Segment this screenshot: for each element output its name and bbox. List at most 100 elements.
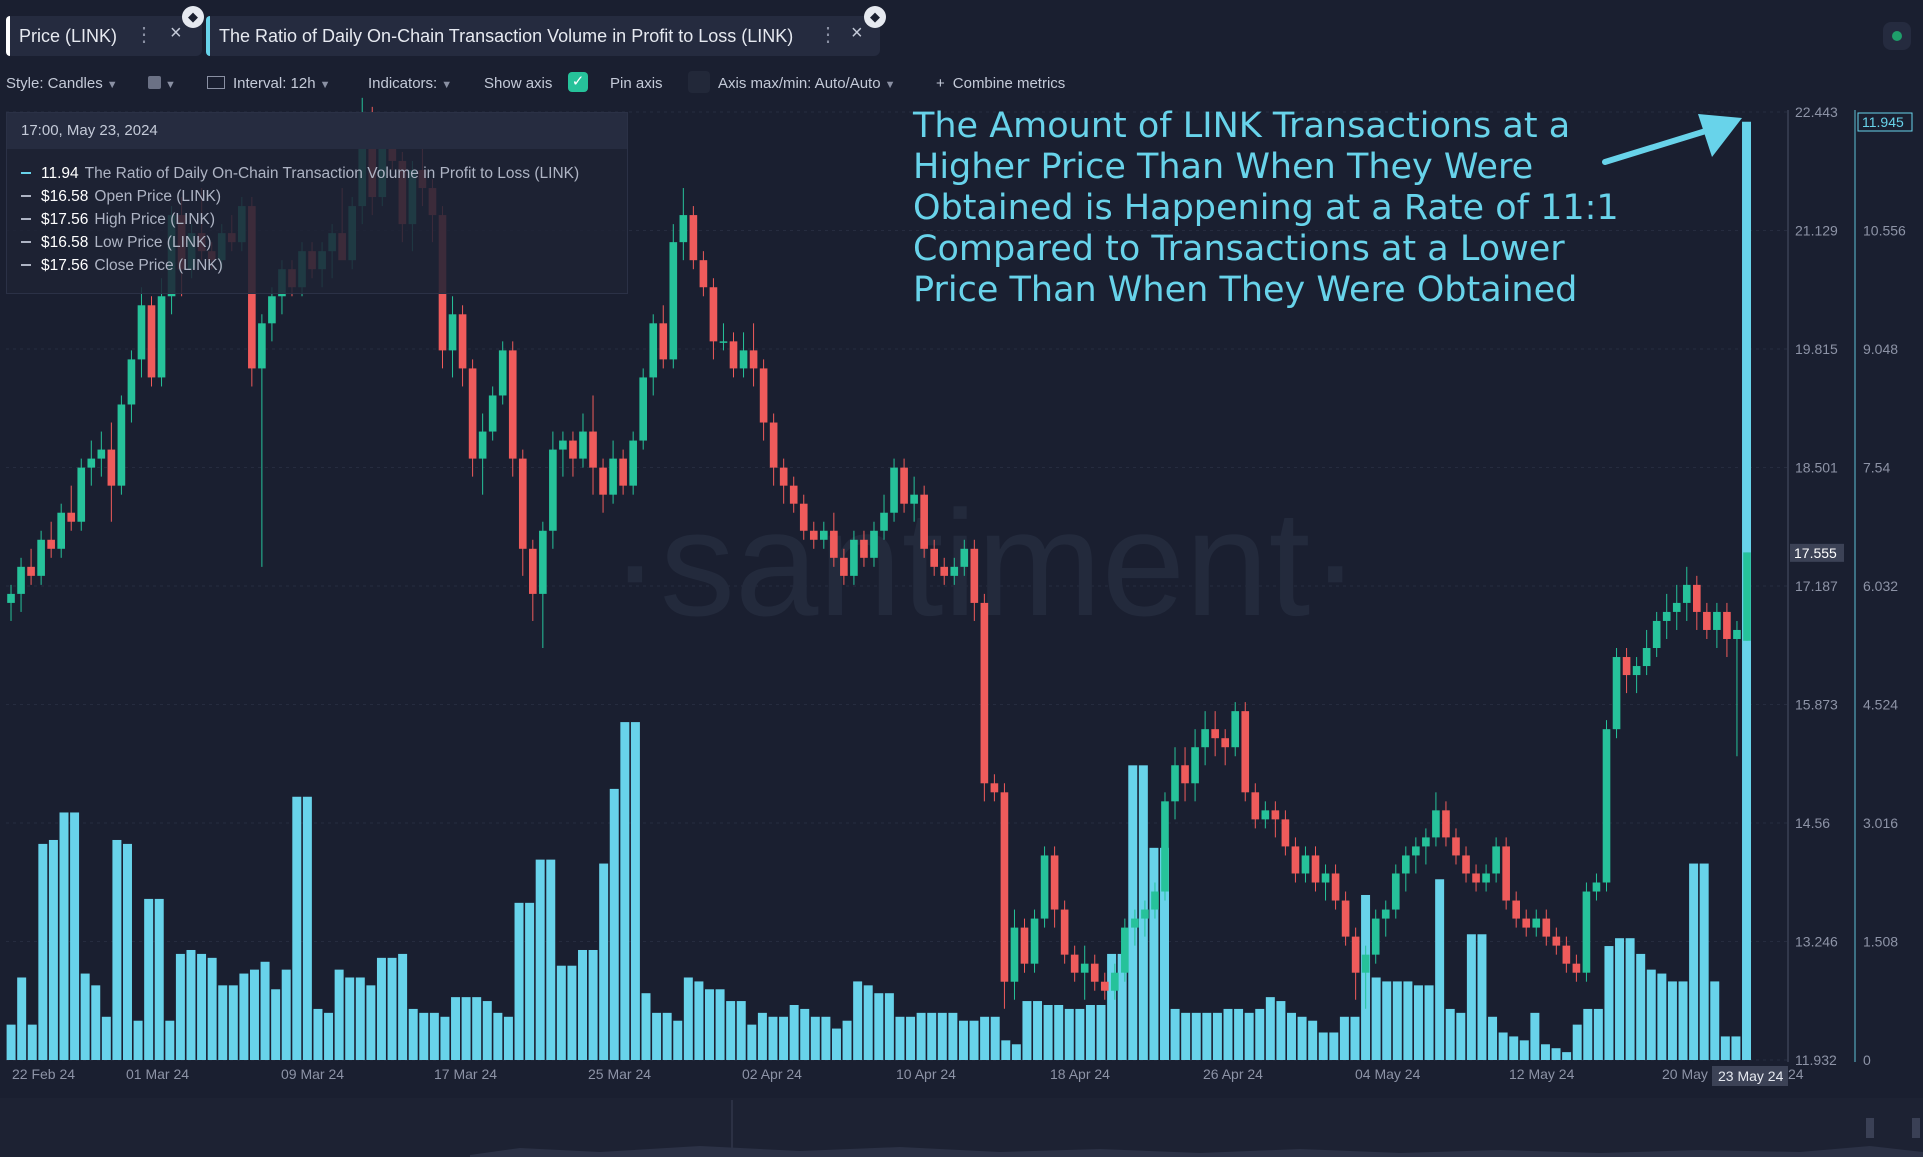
tooltip-value: $17.56 bbox=[41, 211, 89, 228]
tooltip-row-ratio: 11.94 The Ratio of Daily On-Chain Transac… bbox=[21, 165, 579, 183]
candle-body bbox=[759, 368, 768, 423]
candle-body bbox=[850, 539, 858, 576]
candle-body bbox=[1432, 810, 1440, 838]
candle-body bbox=[890, 467, 898, 513]
status-dot-icon bbox=[1892, 31, 1902, 41]
tab-close-icon[interactable]: × bbox=[170, 22, 182, 44]
tooltip-metric-name: High Price (LINK) bbox=[94, 211, 216, 228]
x-axis-tick: 25 Mar 24 bbox=[588, 1066, 651, 1082]
candle-body bbox=[488, 395, 497, 432]
ratio-bar bbox=[927, 1012, 937, 1060]
ratio-bar bbox=[1011, 1044, 1021, 1060]
x-axis-tick: 04 May 24 bbox=[1355, 1066, 1421, 1082]
ratio-bar bbox=[1604, 946, 1614, 1060]
arrow-annotation bbox=[1602, 114, 1742, 165]
candle-body bbox=[1632, 666, 1641, 676]
tab-menu-icon[interactable]: ⋮ bbox=[818, 24, 838, 46]
current-price-badge bbox=[1790, 543, 1844, 562]
candle-body bbox=[960, 548, 969, 567]
price-axis-tick: 21.129 bbox=[1795, 223, 1838, 239]
combine-metrics-button[interactable]: + Combine metrics bbox=[936, 75, 1065, 92]
candle-body bbox=[549, 449, 557, 531]
candle-body bbox=[1552, 936, 1561, 946]
ratio-bar bbox=[1519, 1040, 1529, 1060]
ratio-bar bbox=[249, 969, 259, 1060]
interval-dropdown[interactable]: Interval: 12h ▼ bbox=[207, 75, 330, 92]
ratio-bar bbox=[1350, 1016, 1360, 1060]
ratio-bar bbox=[1403, 981, 1413, 1060]
ratio-bar bbox=[101, 1016, 111, 1060]
color-dropdown[interactable]: ▼ bbox=[148, 75, 176, 92]
annotation-line: Compared to Transactions at a Lower bbox=[913, 229, 1565, 269]
ratio-bar bbox=[1096, 1004, 1106, 1060]
ratio-bar bbox=[1593, 1008, 1603, 1060]
tab-price-link[interactable]: Price (LINK) ⋮ × ◆ bbox=[6, 6, 204, 56]
ratio-bar bbox=[6, 1024, 16, 1060]
ratio-bar bbox=[567, 965, 577, 1060]
candle-body bbox=[1040, 855, 1049, 919]
indicators-dropdown[interactable]: Indicators: ▼ bbox=[368, 75, 452, 92]
tab-menu-icon[interactable]: ⋮ bbox=[134, 24, 154, 46]
ratio-bar bbox=[831, 1028, 841, 1060]
x-highlight-badge bbox=[1712, 1066, 1788, 1086]
tooltip-row-open: $16.58 Open Price (LINK) bbox=[21, 188, 221, 206]
ratio-bar bbox=[1223, 1008, 1233, 1060]
candle-body bbox=[37, 539, 45, 576]
ratio-bar bbox=[1562, 1052, 1572, 1060]
ratio-bar bbox=[1297, 1016, 1307, 1060]
interval-label: Interval: 12h bbox=[233, 75, 316, 92]
candle-body bbox=[127, 359, 136, 405]
tab-close-icon[interactable]: × bbox=[851, 22, 863, 44]
candle-body bbox=[629, 440, 637, 486]
candle-body bbox=[579, 431, 587, 459]
candle-body bbox=[1361, 954, 1370, 973]
ratio-axis-tick: 10.556 bbox=[1863, 223, 1906, 239]
ratio-bar bbox=[884, 993, 894, 1060]
candle-body bbox=[1502, 846, 1510, 901]
navigator[interactable] bbox=[0, 1098, 1923, 1157]
ratio-bar bbox=[461, 997, 471, 1060]
candle-body bbox=[1261, 810, 1270, 820]
ratio-bar bbox=[1445, 1008, 1455, 1060]
ratio-bar bbox=[1001, 1040, 1011, 1060]
ratio-bar bbox=[503, 1016, 513, 1060]
ratio-bar bbox=[1255, 1008, 1265, 1060]
ratio-bar bbox=[324, 1012, 334, 1060]
ratio-bar bbox=[228, 985, 238, 1060]
ratio-bar bbox=[123, 843, 132, 1060]
candle-body bbox=[1131, 918, 1139, 928]
candle-body bbox=[870, 530, 878, 558]
ratio-bar bbox=[1667, 981, 1677, 1060]
style-dropdown[interactable]: Style: Candles ▼ bbox=[6, 75, 118, 92]
ratio-bar bbox=[525, 902, 535, 1060]
axis-minmax-dropdown[interactable]: Axis max/min: Auto/Auto ▼ bbox=[718, 75, 895, 92]
ratio-bar bbox=[207, 957, 217, 1060]
ratio-bar bbox=[144, 898, 154, 1060]
ratio-bar bbox=[1054, 1004, 1064, 1060]
ratio-bar bbox=[1498, 1032, 1508, 1060]
ratio-bar bbox=[419, 1012, 429, 1060]
pin-axis-checkbox[interactable] bbox=[688, 71, 710, 93]
y-axes: 22.443 21.129 10.556 19.815 9.048 18.501 7.54 1… bbox=[1790, 104, 1913, 1068]
candle-body bbox=[147, 305, 156, 378]
ratio-bar bbox=[863, 985, 873, 1060]
candle-body bbox=[1472, 873, 1480, 883]
candle-body bbox=[619, 458, 627, 486]
ratio-bar bbox=[1085, 1004, 1095, 1060]
ratio-bar bbox=[821, 1016, 831, 1060]
tab-ratio-profit-loss[interactable]: The Ratio of Daily On-Chain Transaction … bbox=[206, 6, 886, 56]
show-axis-checkbox[interactable]: ✓ bbox=[568, 72, 588, 92]
ratio-bar bbox=[472, 997, 482, 1060]
candle-body bbox=[709, 287, 718, 342]
candle-body bbox=[980, 602, 989, 784]
ratio-bar bbox=[906, 1016, 916, 1060]
candle-body bbox=[67, 512, 76, 522]
show-axis-label: Show axis bbox=[484, 75, 553, 92]
candle-body bbox=[910, 494, 918, 504]
candle-body bbox=[1351, 936, 1360, 973]
candle-body bbox=[1231, 711, 1240, 748]
live-status-button[interactable] bbox=[1883, 22, 1911, 50]
ratio-bar bbox=[1466, 934, 1476, 1060]
legend-dash-icon bbox=[21, 195, 31, 197]
candle-body bbox=[1532, 918, 1541, 928]
